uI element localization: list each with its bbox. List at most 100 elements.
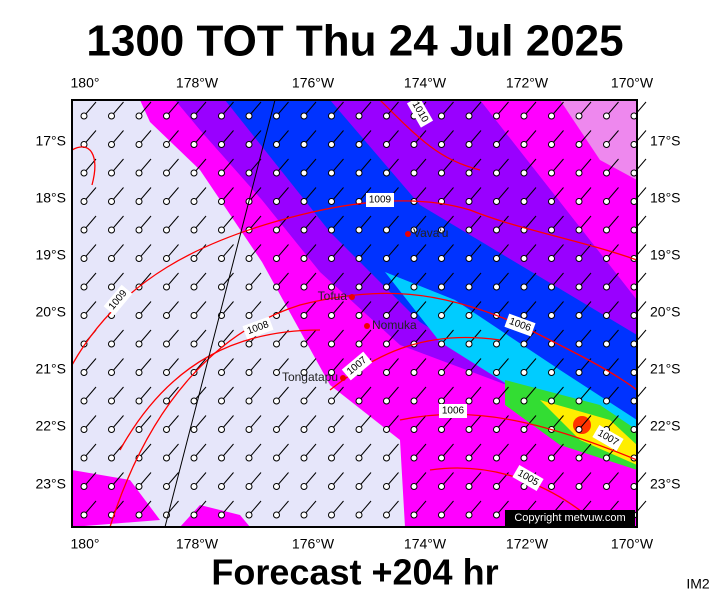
- wind-station: [355, 483, 363, 490]
- wind-station: [108, 483, 115, 490]
- isobar-label-box: [439, 404, 467, 418]
- wind-station: [190, 312, 198, 319]
- isobar-label-box: [504, 313, 536, 337]
- wind-station: [410, 312, 418, 319]
- wind-station: [355, 454, 363, 462]
- wind-station: [548, 198, 555, 205]
- lon-label: 176°W: [292, 536, 335, 552]
- wind-station: [300, 340, 308, 348]
- wind-station: [245, 112, 253, 120]
- wind-station: [575, 112, 583, 120]
- wind-station: [245, 340, 253, 348]
- wind-station: [80, 511, 88, 519]
- wind-station: [355, 169, 363, 177]
- wind-station: [273, 483, 280, 490]
- wind-station: [190, 397, 198, 405]
- wind-station: [383, 369, 390, 376]
- wind-station: [108, 340, 115, 348]
- wind-station: [273, 511, 280, 519]
- wind-station: [108, 397, 115, 405]
- wind-station: [218, 198, 225, 205]
- wind-station: [438, 369, 445, 376]
- isobar-label-box: [512, 464, 544, 492]
- wind-station: [493, 340, 500, 348]
- place-marker: [340, 375, 346, 381]
- wind-station: [328, 198, 335, 205]
- wind-station: [520, 340, 528, 348]
- wind-station: [438, 511, 445, 519]
- wind-station: [465, 426, 473, 433]
- wind-station: [520, 141, 528, 148]
- wind-station: [300, 141, 308, 148]
- wind-station: [108, 283, 115, 291]
- wind-station: [603, 255, 610, 262]
- wind-station: [300, 312, 308, 319]
- wind-station: [383, 226, 390, 234]
- wind-station: [355, 141, 363, 148]
- isobar-label-box: [366, 193, 394, 207]
- wind-station: [520, 169, 528, 177]
- wind-station: [575, 198, 583, 205]
- wind-station: [135, 511, 143, 519]
- wind-station: [548, 283, 555, 291]
- wind-station: [548, 141, 555, 148]
- wind-station: [300, 283, 308, 291]
- wind-station: [328, 340, 335, 348]
- isobar-label-box: [406, 96, 434, 128]
- wind-station: [548, 483, 555, 490]
- wind-station: [163, 426, 170, 433]
- wind-station: [218, 397, 225, 405]
- wind-station: [328, 141, 335, 148]
- wind-station: [80, 369, 88, 376]
- lon-label: 174°W: [404, 536, 447, 552]
- wind-station: [300, 369, 308, 376]
- wind-station: [548, 397, 555, 405]
- wind-station: [135, 226, 143, 234]
- wind-station: [438, 340, 445, 348]
- wind-station: [465, 312, 473, 319]
- wind-station: [575, 369, 583, 376]
- wind-station: [383, 454, 390, 462]
- wind-station: [355, 312, 363, 319]
- wind-station: [300, 198, 308, 205]
- wind-station: [273, 198, 280, 205]
- wind-station: [218, 169, 225, 177]
- dateline: [164, 99, 276, 528]
- wind-station: [355, 255, 363, 262]
- wind-station: [575, 255, 583, 262]
- lon-label: 170°W: [611, 75, 654, 91]
- wind-station: [108, 454, 115, 462]
- wind-station: [218, 283, 225, 291]
- wind-station: [135, 198, 143, 205]
- wind-station: [410, 283, 418, 291]
- lon-label: 180°: [71, 75, 100, 91]
- wind-station: [520, 283, 528, 291]
- wind-station: [218, 511, 225, 519]
- wind-station: [273, 426, 280, 433]
- wind-station: [135, 312, 143, 319]
- wind-station: [328, 426, 335, 433]
- lon-label: 174°W: [404, 75, 447, 91]
- wind-station: [438, 169, 445, 177]
- wind-station: [135, 340, 143, 348]
- wind-station: [245, 369, 253, 376]
- wind-station: [548, 112, 555, 120]
- lon-label: 170°W: [611, 536, 654, 552]
- wind-station: [575, 483, 583, 490]
- wind-station: [163, 283, 170, 291]
- wind-station: [108, 369, 115, 376]
- wind-station: [163, 255, 170, 262]
- wind-station: [218, 141, 225, 148]
- wind-station: [135, 426, 143, 433]
- wind-station: [520, 426, 528, 433]
- title: 1300 TOT Thu 24 Jul 2025: [86, 17, 623, 66]
- wind-station: [108, 198, 115, 205]
- wind-station: [520, 454, 528, 462]
- wind-station: [438, 397, 445, 405]
- wind-station: [273, 397, 280, 405]
- wind-station: [493, 169, 500, 177]
- wind-station: [328, 283, 335, 291]
- lon-label: 178°W: [176, 536, 219, 552]
- lon-label: 176°W: [292, 75, 335, 91]
- wind-station: [520, 312, 528, 319]
